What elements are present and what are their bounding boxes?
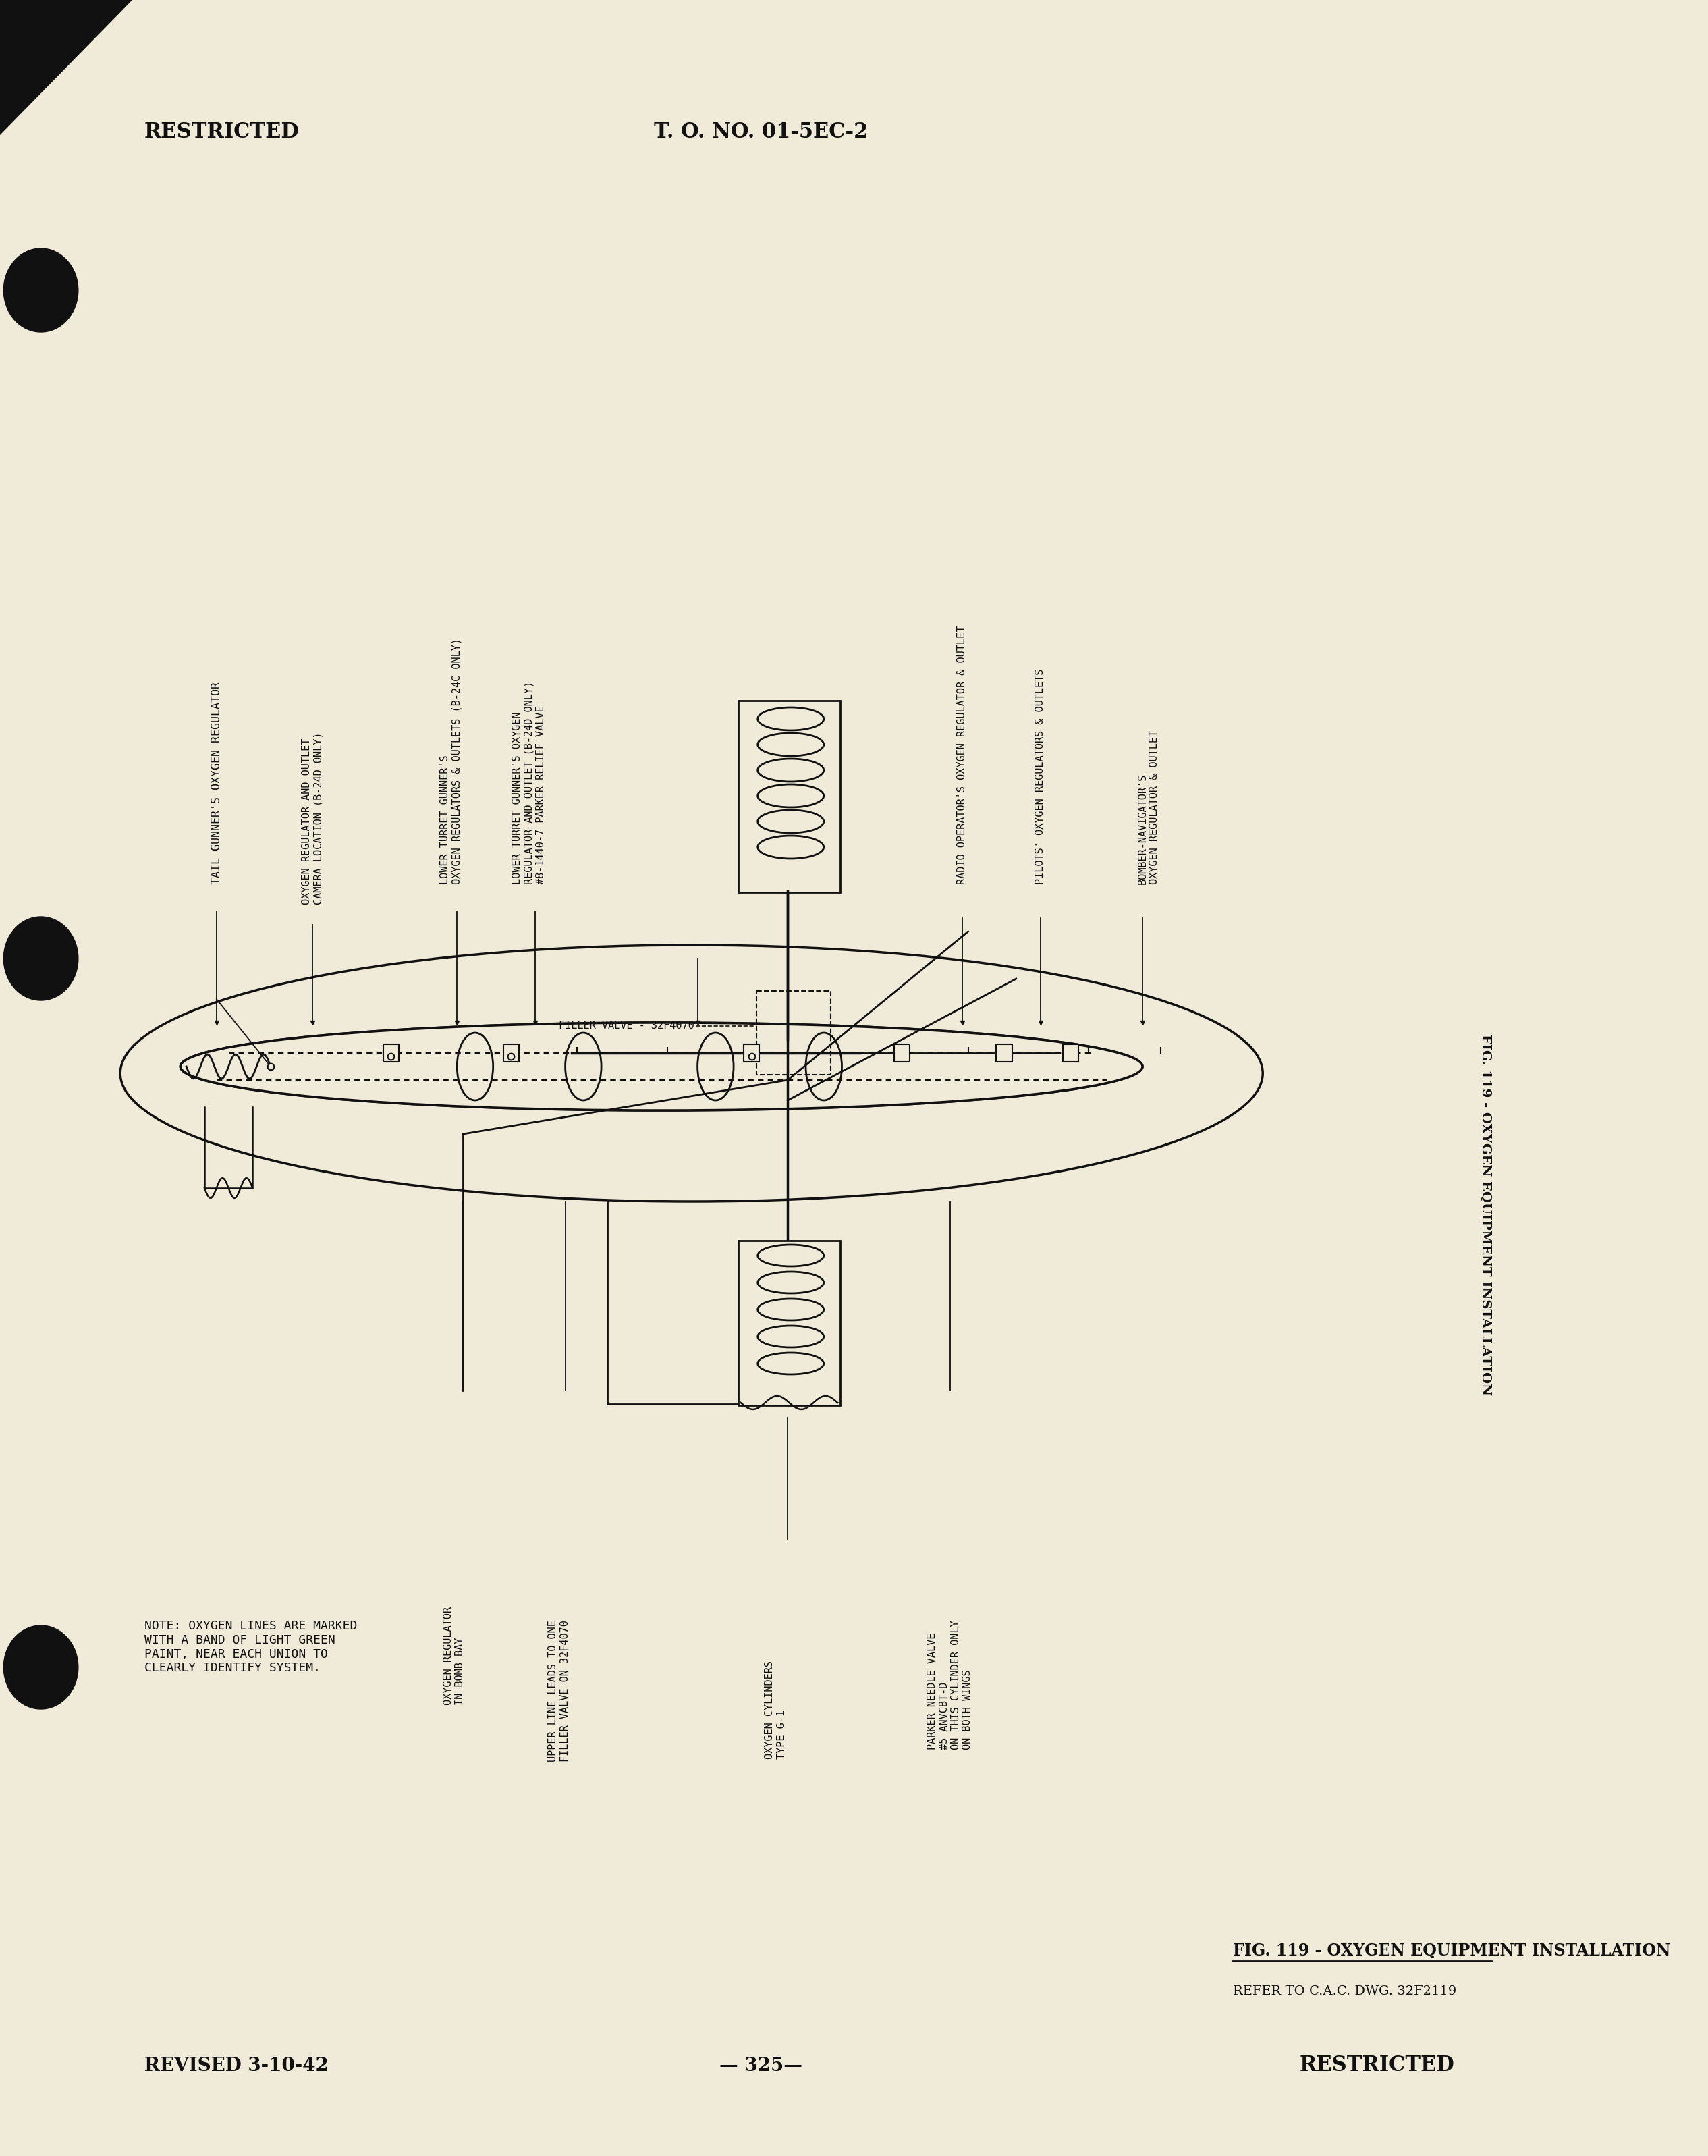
Text: TAIL GUNNER'S OXYGEN REGULATOR: TAIL GUNNER'S OXYGEN REGULATOR bbox=[210, 681, 222, 884]
Polygon shape bbox=[0, 0, 132, 136]
Text: BOMBER-NAVIGATOR'S
OXYGEN REGULATOR & OUTLET: BOMBER-NAVIGATOR'S OXYGEN REGULATOR & OU… bbox=[1138, 731, 1160, 884]
Ellipse shape bbox=[458, 1033, 494, 1100]
Text: UPPER LINE LEADS TO ONE
FILLER VALVE ON 32F4070: UPPER LINE LEADS TO ONE FILLER VALVE ON … bbox=[548, 1619, 570, 1761]
Text: LOWER TURRET GUNNER'S
OXYGEN REGULATORS & OUTLETS (B-24C ONLY): LOWER TURRET GUNNER'S OXYGEN REGULATORS … bbox=[441, 638, 461, 884]
FancyBboxPatch shape bbox=[895, 1044, 910, 1061]
FancyBboxPatch shape bbox=[996, 1044, 1013, 1061]
Text: REFER TO C.A.C. DWG. 32F2119: REFER TO C.A.C. DWG. 32F2119 bbox=[1233, 1986, 1457, 1996]
Text: NOTE: OXYGEN LINES ARE MARKED
WITH A BAND OF LIGHT GREEN
PAINT, NEAR EACH UNION : NOTE: OXYGEN LINES ARE MARKED WITH A BAN… bbox=[143, 1619, 357, 1675]
FancyBboxPatch shape bbox=[1062, 1044, 1078, 1061]
FancyBboxPatch shape bbox=[504, 1044, 519, 1061]
Text: RESTRICTED: RESTRICTED bbox=[1300, 2055, 1455, 2076]
Text: FIG. 119 - OXYGEN EQUIPMENT INSTALLATION: FIG. 119 - OXYGEN EQUIPMENT INSTALLATION bbox=[1479, 1035, 1491, 1395]
Text: OXYGEN REGULATOR
IN BOMB BAY: OXYGEN REGULATOR IN BOMB BAY bbox=[442, 1606, 465, 1705]
Text: LOWER TURRET GUNNER'S OXYGEN
REGULATOR AND OUTLET (B-24D ONLY)
#8-1440-7 PARKER : LOWER TURRET GUNNER'S OXYGEN REGULATOR A… bbox=[512, 681, 547, 884]
Text: RESTRICTED: RESTRICTED bbox=[143, 121, 299, 142]
Text: T. O. NO. 01-5EC-2: T. O. NO. 01-5EC-2 bbox=[654, 121, 868, 142]
FancyBboxPatch shape bbox=[738, 1240, 840, 1406]
Ellipse shape bbox=[697, 1033, 734, 1100]
Circle shape bbox=[3, 1626, 79, 1710]
Ellipse shape bbox=[120, 944, 1262, 1201]
Text: PARKER NEEDLE VALVE
#5 ANVCBT-D
ON THIS CYLINDER ONLY
ON BOTH WINGS: PARKER NEEDLE VALVE #5 ANVCBT-D ON THIS … bbox=[927, 1619, 974, 1749]
Text: OXYGEN REGULATOR AND OUTLET
CAMERA LOCATION (B-24D ONLY): OXYGEN REGULATOR AND OUTLET CAMERA LOCAT… bbox=[302, 733, 323, 906]
Ellipse shape bbox=[806, 1033, 842, 1100]
Text: RADIO OPERATOR'S OXYGEN REGULATOR & OUTLET: RADIO OPERATOR'S OXYGEN REGULATOR & OUTL… bbox=[956, 625, 967, 884]
FancyBboxPatch shape bbox=[743, 1044, 760, 1061]
Text: — 325—: — 325— bbox=[719, 2057, 803, 2074]
Text: FILLER VALVE - 32F4070: FILLER VALVE - 32F4070 bbox=[559, 1022, 695, 1031]
Text: PILOTS' OXYGEN REGULATORS & OUTLETS: PILOTS' OXYGEN REGULATORS & OUTLETS bbox=[1035, 668, 1045, 884]
FancyBboxPatch shape bbox=[383, 1044, 398, 1061]
Ellipse shape bbox=[565, 1033, 601, 1100]
Circle shape bbox=[3, 916, 79, 1000]
Ellipse shape bbox=[181, 1022, 1143, 1110]
Circle shape bbox=[3, 248, 79, 332]
Text: FIG. 119 - OXYGEN EQUIPMENT INSTALLATION: FIG. 119 - OXYGEN EQUIPMENT INSTALLATION bbox=[1233, 1943, 1670, 1960]
FancyBboxPatch shape bbox=[738, 701, 840, 893]
Text: OXYGEN CYLINDERS
TYPE G-1: OXYGEN CYLINDERS TYPE G-1 bbox=[765, 1660, 787, 1759]
Ellipse shape bbox=[181, 1022, 1143, 1110]
Text: REVISED 3-10-42: REVISED 3-10-42 bbox=[143, 2057, 328, 2074]
